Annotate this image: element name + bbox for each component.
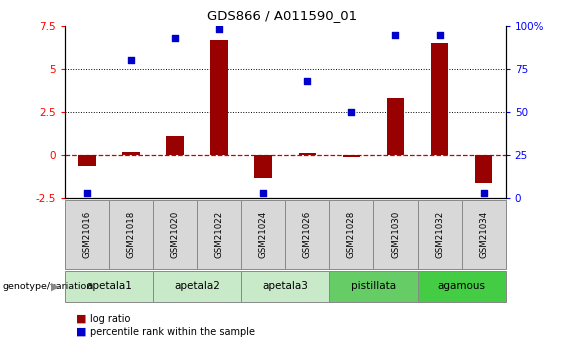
Text: GSM21034: GSM21034: [479, 211, 488, 258]
Point: [435, 32, 444, 37]
Point: [82, 190, 92, 196]
Point: [171, 35, 180, 41]
Text: GSM21030: GSM21030: [391, 211, 400, 258]
Text: GSM21020: GSM21020: [171, 211, 180, 258]
Point: [303, 78, 312, 84]
Text: GDS866 / A011590_01: GDS866 / A011590_01: [207, 9, 358, 22]
Text: GSM21026: GSM21026: [303, 211, 312, 258]
Text: GSM21024: GSM21024: [259, 211, 268, 258]
Bar: [475, 155, 493, 183]
Text: ▶: ▶: [51, 282, 59, 291]
Text: ■: ■: [76, 327, 87, 337]
Text: ■: ■: [76, 314, 87, 324]
Text: apetala1: apetala1: [86, 282, 132, 291]
Text: log ratio: log ratio: [90, 314, 131, 324]
Text: GSM21018: GSM21018: [127, 211, 136, 258]
Text: agamous: agamous: [438, 282, 485, 291]
Point: [347, 109, 356, 115]
Text: genotype/variation: genotype/variation: [3, 282, 93, 291]
Text: percentile rank within the sample: percentile rank within the sample: [90, 327, 255, 337]
Bar: [386, 98, 405, 155]
Bar: [210, 40, 228, 155]
Bar: [342, 155, 360, 157]
Point: [215, 27, 224, 32]
Bar: [78, 155, 96, 166]
Text: GSM21028: GSM21028: [347, 211, 356, 258]
Bar: [431, 43, 449, 155]
Text: apetala3: apetala3: [262, 282, 308, 291]
Text: GSM21022: GSM21022: [215, 211, 224, 258]
Point: [259, 190, 268, 196]
Text: apetala2: apetala2: [174, 282, 220, 291]
Bar: [298, 152, 316, 155]
Text: GSM21016: GSM21016: [82, 211, 92, 258]
Bar: [166, 136, 184, 155]
Bar: [254, 155, 272, 178]
Point: [127, 58, 136, 63]
Point: [391, 32, 400, 37]
Bar: [122, 152, 140, 155]
Text: pistillata: pistillata: [351, 282, 396, 291]
Point: [479, 190, 488, 196]
Text: GSM21032: GSM21032: [435, 211, 444, 258]
